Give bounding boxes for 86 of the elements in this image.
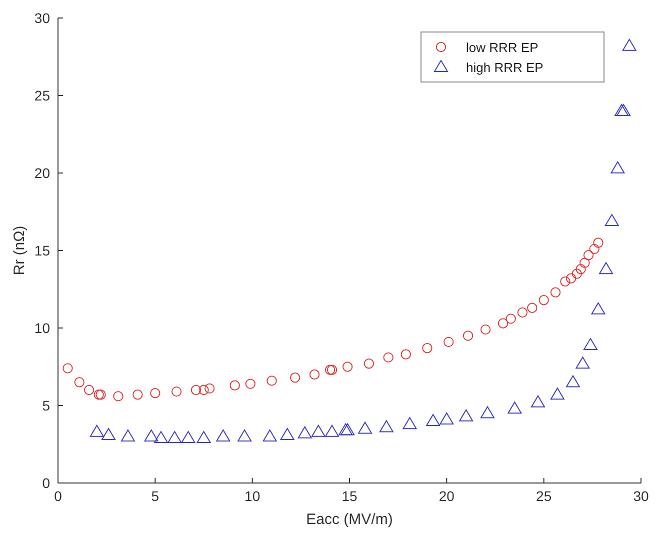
point	[560, 276, 570, 287]
y-axis-title: Rr (nΩ)	[11, 226, 28, 276]
point	[90, 424, 104, 437]
point	[196, 431, 211, 444]
point	[550, 388, 564, 400]
point	[325, 424, 340, 437]
point	[538, 295, 549, 306]
y-tick-label: 15	[34, 242, 50, 258]
point	[426, 414, 440, 426]
point	[266, 376, 277, 386]
x-tick-label: 10	[244, 488, 260, 504]
point	[245, 378, 256, 389]
point	[204, 383, 215, 394]
point	[462, 330, 474, 341]
y-tick-label: 0	[42, 475, 50, 491]
point	[342, 362, 353, 372]
point	[480, 406, 494, 418]
point	[550, 287, 561, 298]
point	[604, 214, 619, 226]
point	[150, 388, 160, 398]
y-tick-label: 20	[34, 165, 50, 181]
point	[440, 412, 454, 424]
point	[238, 430, 252, 442]
point	[459, 409, 474, 422]
point	[230, 380, 240, 390]
point	[309, 369, 320, 380]
point	[444, 336, 454, 348]
point	[379, 420, 394, 432]
x-tick-label: 0	[54, 488, 62, 504]
point	[576, 264, 586, 274]
point	[168, 431, 182, 444]
point	[280, 428, 294, 440]
x-axis-title: Eacc (MV/m)	[306, 511, 393, 528]
point	[132, 390, 143, 400]
y-tick-label: 10	[34, 320, 50, 336]
point	[84, 384, 94, 396]
y-tick-label: 5	[42, 398, 50, 414]
point	[498, 318, 508, 328]
point	[298, 426, 312, 438]
legend-label: low RRR EP	[466, 40, 538, 55]
y-tick-label: 30	[34, 10, 50, 26]
point	[480, 324, 491, 335]
point	[102, 428, 116, 440]
point	[422, 343, 432, 354]
point	[572, 268, 582, 279]
point	[358, 422, 372, 434]
point	[531, 395, 546, 408]
point	[364, 358, 374, 369]
legend-label: high RRR EP	[466, 60, 544, 75]
x-tick-label: 30	[633, 488, 649, 504]
x-tick-label: 5	[151, 488, 160, 504]
point	[589, 244, 600, 254]
point	[74, 377, 84, 388]
point	[144, 430, 158, 442]
point	[216, 430, 230, 442]
x-tick-label: 15	[342, 488, 358, 504]
point	[517, 307, 528, 318]
x-tick-label: 25	[536, 488, 552, 504]
point	[593, 238, 604, 248]
point	[599, 262, 614, 274]
point	[527, 302, 538, 313]
y-tick-label: 25	[34, 88, 50, 104]
point	[402, 417, 417, 430]
point	[113, 391, 124, 402]
point	[580, 258, 590, 268]
point	[506, 314, 516, 324]
point	[576, 356, 590, 369]
point	[566, 273, 576, 284]
point	[583, 338, 598, 350]
point	[591, 302, 606, 314]
x-tick-label: 20	[438, 488, 455, 504]
point	[508, 402, 522, 414]
point	[400, 349, 411, 360]
point	[262, 430, 277, 442]
point	[583, 250, 594, 260]
point	[181, 431, 196, 444]
point	[120, 430, 135, 442]
point	[190, 384, 202, 396]
point	[383, 352, 394, 363]
point	[566, 375, 580, 388]
point	[290, 372, 300, 383]
point	[198, 384, 209, 396]
point	[62, 363, 73, 374]
point	[154, 431, 168, 444]
point	[311, 424, 326, 437]
point	[171, 386, 182, 397]
